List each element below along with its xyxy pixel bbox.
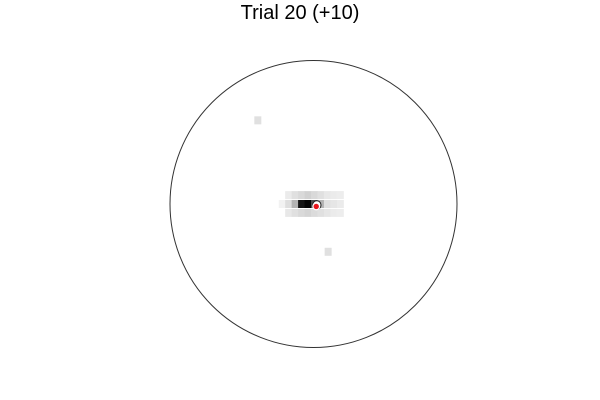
heatmap-cell [323, 191, 331, 200]
heatmap-cell [324, 247, 332, 256]
heatmap-cell [285, 191, 293, 200]
heatmap-cell [336, 200, 344, 208]
heatmap-cell [298, 208, 306, 217]
heatmap-cells [254, 116, 344, 256]
heatmap-cell [323, 208, 331, 217]
response-marker [312, 202, 321, 211]
heatmap-cell [304, 200, 312, 208]
heatmap-cell [336, 191, 344, 200]
heatmap-cell [298, 191, 306, 200]
heatmap-cell [317, 208, 325, 217]
heatmap-cell [336, 208, 344, 217]
markers [312, 200, 322, 211]
chart-title: Trial 20 (+10) [240, 2, 360, 24]
heatmap-cell [330, 208, 338, 217]
heatmap-cell [304, 208, 312, 217]
heatmap-cell [291, 208, 299, 217]
heatmap-cell [285, 208, 293, 217]
heatmap-cell [330, 200, 338, 208]
heatmap-cell [317, 191, 325, 200]
heatmap-cell [323, 200, 331, 208]
heatmap-cell [330, 191, 338, 200]
heatmap-cell [291, 191, 299, 200]
boundary-circle [169, 60, 458, 348]
heatmap-cell [291, 200, 299, 208]
heatmap-cell [278, 200, 286, 208]
heatmap-cell [298, 200, 306, 208]
heatmap-cell [304, 191, 312, 200]
heatmap-cell [285, 200, 293, 208]
heatmap-cell [254, 116, 262, 125]
heatmap-cell [311, 208, 318, 217]
heatmap-cell [311, 191, 318, 200]
